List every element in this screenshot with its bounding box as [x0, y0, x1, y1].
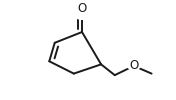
Circle shape — [127, 62, 141, 69]
Text: O: O — [129, 59, 139, 72]
Text: O: O — [77, 2, 87, 16]
Circle shape — [75, 12, 89, 19]
